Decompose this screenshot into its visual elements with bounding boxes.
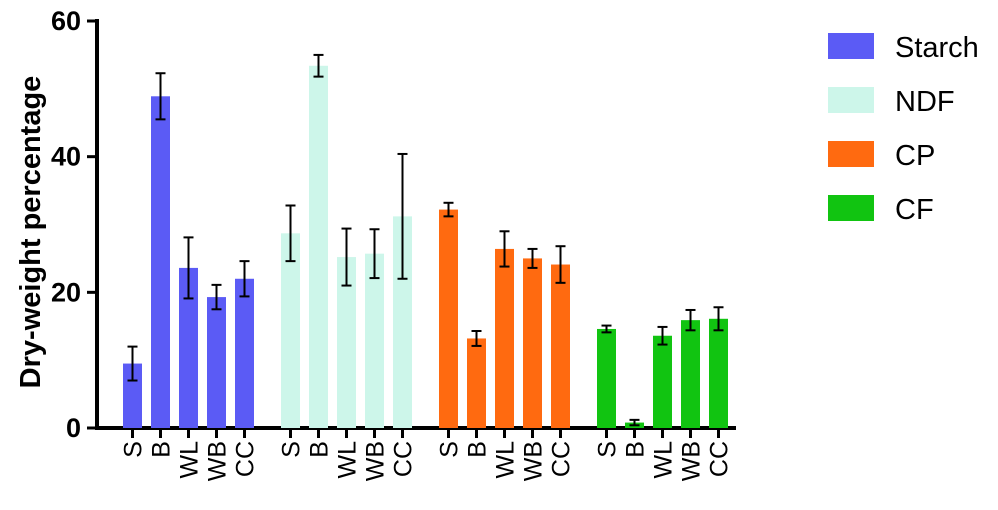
bar (235, 278, 254, 428)
bars (123, 53, 728, 429)
legend-label: NDF (895, 86, 955, 118)
legend-label: CF (895, 194, 934, 226)
x-tick-label: WL (492, 441, 520, 479)
x-tick-label: WB (204, 441, 232, 481)
y-axis-label: Dry-weight percentage (15, 76, 47, 389)
bar (597, 328, 616, 428)
x-tick-label: B (306, 441, 334, 458)
bar (207, 297, 226, 428)
bar (309, 65, 328, 429)
x-tick-label: S (436, 441, 464, 458)
legend-swatch (828, 141, 874, 167)
bar (523, 258, 542, 428)
bar (337, 257, 356, 428)
legend-label: Starch (895, 32, 979, 64)
x-tick-label: WL (176, 441, 204, 479)
x-tick-label: CC (706, 441, 734, 477)
x-tick-label: B (622, 441, 650, 458)
bar (709, 318, 728, 428)
bar (393, 216, 412, 428)
x-tick-label: CC (232, 441, 260, 477)
bar (495, 248, 514, 428)
legend-swatch (828, 195, 874, 221)
x-tick-label: CC (548, 441, 576, 477)
x-tick-label: S (594, 441, 622, 458)
bar (179, 267, 198, 428)
bar (653, 335, 672, 428)
legend: Starch NDF CP CF (828, 32, 979, 226)
x-tick-label: CC (390, 441, 418, 477)
bar (281, 233, 300, 428)
bar (681, 320, 700, 428)
x-tick-label: WB (362, 441, 390, 481)
y-tick-label: 40 (51, 142, 81, 172)
x-tick-label: WL (334, 441, 362, 479)
x-tick-label: B (464, 441, 492, 458)
bar (151, 96, 170, 429)
x-tick-label: S (278, 441, 306, 458)
bar (467, 338, 486, 428)
y-tick-label: 20 (51, 277, 81, 307)
bar (439, 209, 458, 428)
legend-swatch (828, 33, 874, 59)
legend-label: CP (895, 140, 935, 172)
x-tick-label: WB (520, 441, 548, 481)
bar (365, 253, 384, 428)
bar (551, 264, 570, 428)
legend-swatch (828, 87, 874, 113)
y-tick-label: 0 (66, 413, 81, 443)
x-tick-label: B (148, 441, 176, 458)
x-tick-label: WB (678, 441, 706, 481)
x-tick-label: S (120, 441, 148, 458)
y-tick-label: 60 (51, 6, 81, 36)
x-tick-label: WL (650, 441, 678, 479)
